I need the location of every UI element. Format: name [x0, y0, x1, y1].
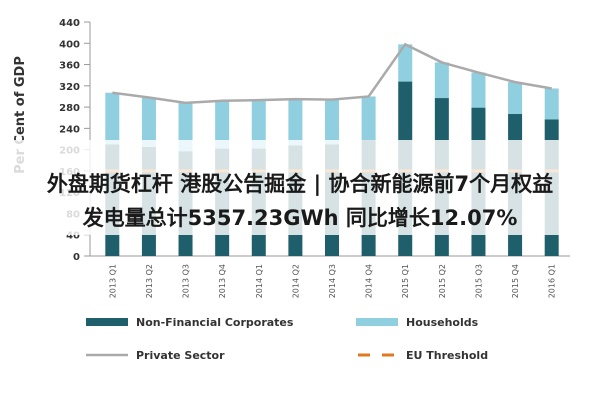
bar-households: [434, 62, 449, 99]
x-tick-label: 2014 Q3: [328, 264, 337, 298]
x-tick-label: 2016 Q1: [548, 264, 557, 298]
legend-label-households: Households: [406, 316, 479, 329]
y-tick-label: 0: [73, 252, 80, 263]
line-private-sector: [112, 42, 552, 105]
x-tick-label: 2014 Q4: [365, 264, 374, 298]
legend-label-private-sector: Private Sector: [136, 349, 225, 362]
x-tick-label: 2013 Q4: [218, 264, 227, 298]
bar-households: [544, 88, 559, 120]
legend: Non-Financial Corporates Households Privat…: [86, 316, 488, 362]
bar-households: [105, 92, 120, 145]
y-tick-label: 40: [66, 231, 80, 242]
overlay-headline-line-2[interactable]: 发电量总计5357.23GWh 同比增长12.07%: [82, 206, 518, 230]
overlay-banner: [0, 140, 600, 235]
bar-households: [178, 102, 193, 152]
x-axis: 2013 Q1 2013 Q2 2013 Q3 2013 Q4 2014 Q1 2014 …: [90, 255, 570, 298]
legend-label-eu-threshold: EU Threshold: [406, 349, 488, 362]
overlay-headline-line-1[interactable]: 外盘期货杠杆 港股公告掘金 | 协合新能源前7个月权益: [46, 172, 554, 196]
y-tick-label: 320: [59, 82, 80, 93]
x-tick-label: 2015 Q4: [511, 264, 520, 298]
bar-households: [325, 99, 339, 145]
legend-label-non-financial-corporates: Non-Financial Corporates: [136, 316, 294, 329]
bar-households: [398, 44, 413, 82]
x-tick-label: 2015 Q2: [438, 264, 447, 298]
x-tick-label: 2014 Q2: [291, 264, 300, 298]
y-tick-label: 400: [59, 39, 80, 50]
x-tick-label: 2015 Q3: [474, 264, 483, 298]
legend-swatch-households: [356, 318, 398, 326]
x-tick-label: 2014 Q1: [255, 264, 264, 298]
bar-households: [508, 82, 523, 115]
y-tick-label: 240: [59, 124, 80, 135]
bar-households: [251, 100, 266, 149]
y-tick-label: 280: [59, 103, 80, 114]
x-tick-label: 2013 Q1: [108, 264, 117, 298]
y-tick-label: 440: [59, 18, 80, 29]
x-tick-label: 2013 Q2: [145, 264, 154, 298]
bar-households: [288, 99, 303, 146]
x-tick-label: 2013 Q3: [182, 264, 191, 298]
bar-households: [471, 72, 486, 108]
legend-swatch-non-financial-corporates: [86, 318, 128, 326]
bar-households: [215, 100, 230, 149]
bar-households: [361, 96, 376, 141]
bar-households: [141, 97, 156, 147]
y-tick-label: 360: [59, 61, 80, 72]
x-tick-label: 2015 Q1: [401, 264, 410, 298]
